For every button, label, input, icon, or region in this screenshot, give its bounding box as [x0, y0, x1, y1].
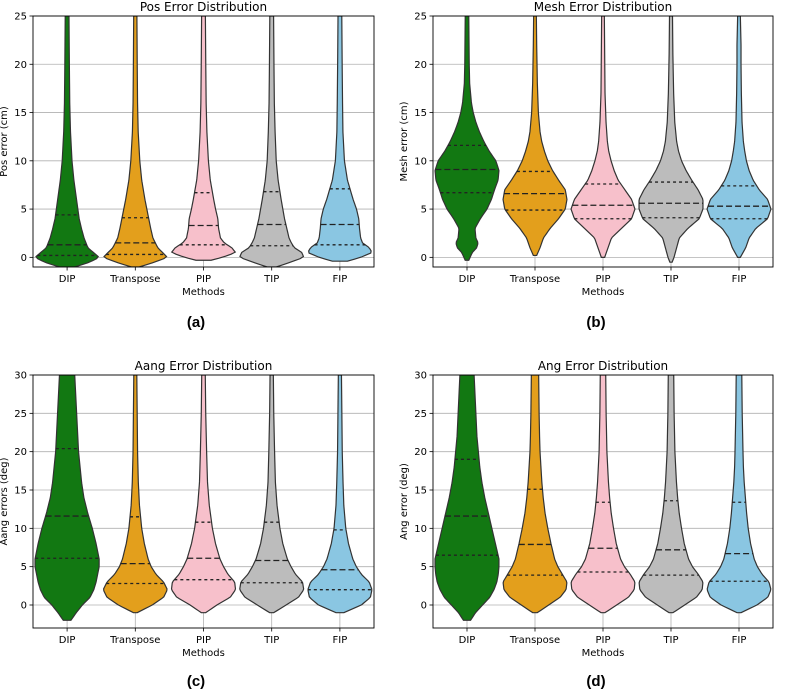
- chart-title: Aang Error Distribution: [135, 359, 273, 373]
- panel-label-c: (c): [186, 673, 206, 690]
- x-tick-label-pip: PIP: [196, 274, 211, 285]
- y-tick-label: 20: [414, 60, 427, 71]
- y-tick-label: 0: [421, 253, 427, 264]
- plot-frame: [32, 15, 375, 268]
- y-tick-label: 25: [14, 12, 27, 23]
- chart-panel-4: 0 5 10 15 20 25 30 DIP Transpose PIP TIP FIP Ang Err…: [399, 359, 774, 659]
- y-tick-label: 0: [421, 601, 427, 612]
- y-axis-label: Mesh error (cm): [399, 101, 410, 181]
- violin-transpose: [103, 16, 168, 267]
- y-axis-label: Aang errors (deg): [0, 457, 10, 545]
- violin-pip: [170, 16, 237, 261]
- y-tick-label: 20: [14, 447, 27, 458]
- y-tick-label: 5: [21, 205, 27, 216]
- x-axis-label: Methods: [582, 287, 625, 298]
- x-tick-label-tip: TIP: [263, 635, 279, 646]
- violins-group: [434, 16, 772, 263]
- panel-label-b: (b): [586, 314, 606, 331]
- violin-dip: [34, 375, 100, 621]
- x-tick-label-dip: DIP: [459, 635, 476, 646]
- x-axis-label: Methods: [182, 648, 225, 659]
- violins-group: [34, 375, 373, 621]
- violin-tip: [239, 375, 305, 614]
- violin-transpose: [502, 375, 568, 614]
- plot-frame: [432, 15, 774, 268]
- x-tick-label-dip: DIP: [459, 274, 476, 285]
- violin-pip: [170, 375, 237, 614]
- x-tick-label-transpose: Transpose: [509, 635, 560, 646]
- x-tick-label-fip: FIP: [732, 635, 747, 646]
- chart-panel-2: 0 5 10 15 20 25 DIP Transpose PIP TIP FIP Mesh Erro…: [399, 0, 774, 298]
- violin-transpose: [502, 16, 568, 257]
- violin-pip: [570, 16, 636, 258]
- plot-frame: [432, 374, 774, 629]
- y-tick-label: 15: [414, 108, 427, 119]
- y-axis-label: Pos error (cm): [0, 106, 10, 177]
- y-tick-label: 5: [21, 562, 27, 573]
- violin-dip: [35, 16, 100, 267]
- violin-fip: [308, 16, 372, 262]
- plot-frame: [32, 374, 375, 629]
- y-tick-label: 25: [414, 12, 427, 23]
- x-tick-label-transpose: Transpose: [109, 635, 160, 646]
- x-tick-label-fip: FIP: [732, 274, 747, 285]
- violin-transpose: [103, 375, 168, 614]
- violin-fip: [307, 375, 373, 614]
- chart-title: Mesh Error Distribution: [534, 0, 672, 14]
- x-axis-label: Methods: [582, 648, 625, 659]
- y-tick-label: 15: [414, 486, 427, 497]
- x-tick-label-tip: TIP: [662, 635, 678, 646]
- y-tick-label: 20: [14, 60, 27, 71]
- y-tick-label: 15: [14, 486, 27, 497]
- panel-label-d: (d): [586, 673, 606, 690]
- violins-group: [35, 16, 372, 267]
- y-axis-label: Ang error (deg): [399, 463, 410, 540]
- y-tick-label: 25: [414, 409, 427, 420]
- chart-title: Pos Error Distribution: [140, 0, 267, 14]
- x-tick-label-pip: PIP: [595, 274, 610, 285]
- y-tick-label: 15: [14, 108, 27, 119]
- y-tick-label: 10: [14, 156, 27, 167]
- x-axis-label: Methods: [182, 287, 225, 298]
- y-tick-label: 30: [414, 371, 427, 382]
- violin-pip: [570, 375, 636, 614]
- x-tick-label-tip: TIP: [263, 274, 279, 285]
- y-tick-label: 10: [414, 524, 427, 535]
- y-tick-label: 10: [414, 156, 427, 167]
- violin-fip: [706, 375, 772, 614]
- violin-dip: [434, 16, 500, 261]
- x-tick-label-transpose: Transpose: [109, 274, 160, 285]
- y-tick-label: 5: [421, 205, 427, 216]
- y-tick-label: 20: [414, 447, 427, 458]
- violins-group: [434, 375, 772, 621]
- y-tick-label: 30: [14, 371, 27, 382]
- chart-title: Ang Error Distribution: [538, 359, 668, 373]
- x-tick-label-pip: PIP: [595, 635, 610, 646]
- panel-label-a: (a): [186, 314, 206, 331]
- x-tick-label-pip: PIP: [196, 635, 211, 646]
- x-tick-label-fip: FIP: [333, 635, 348, 646]
- chart-panel-1: 0 5 10 15 20 25 DIP Transpose PIP TIP FIP Pos Error…: [0, 0, 375, 298]
- x-tick-label-tip: TIP: [662, 274, 678, 285]
- y-tick-label: 0: [21, 253, 27, 264]
- violin-fip: [706, 16, 772, 258]
- violin-tip: [638, 16, 704, 263]
- violin-tip: [638, 375, 704, 614]
- y-tick-label: 10: [14, 524, 27, 535]
- x-tick-label-transpose: Transpose: [509, 274, 560, 285]
- y-tick-label: 25: [14, 409, 27, 420]
- x-tick-label-fip: FIP: [333, 274, 348, 285]
- y-tick-label: 0: [21, 601, 27, 612]
- violin-dip: [434, 375, 500, 621]
- violin-tip: [239, 16, 305, 267]
- y-tick-label: 5: [421, 562, 427, 573]
- x-tick-label-dip: DIP: [59, 635, 76, 646]
- chart-panel-3: 0 5 10 15 20 25 30 DIP Transpose PIP TIP FIP Aang Er…: [0, 359, 375, 659]
- x-tick-label-dip: DIP: [59, 274, 76, 285]
